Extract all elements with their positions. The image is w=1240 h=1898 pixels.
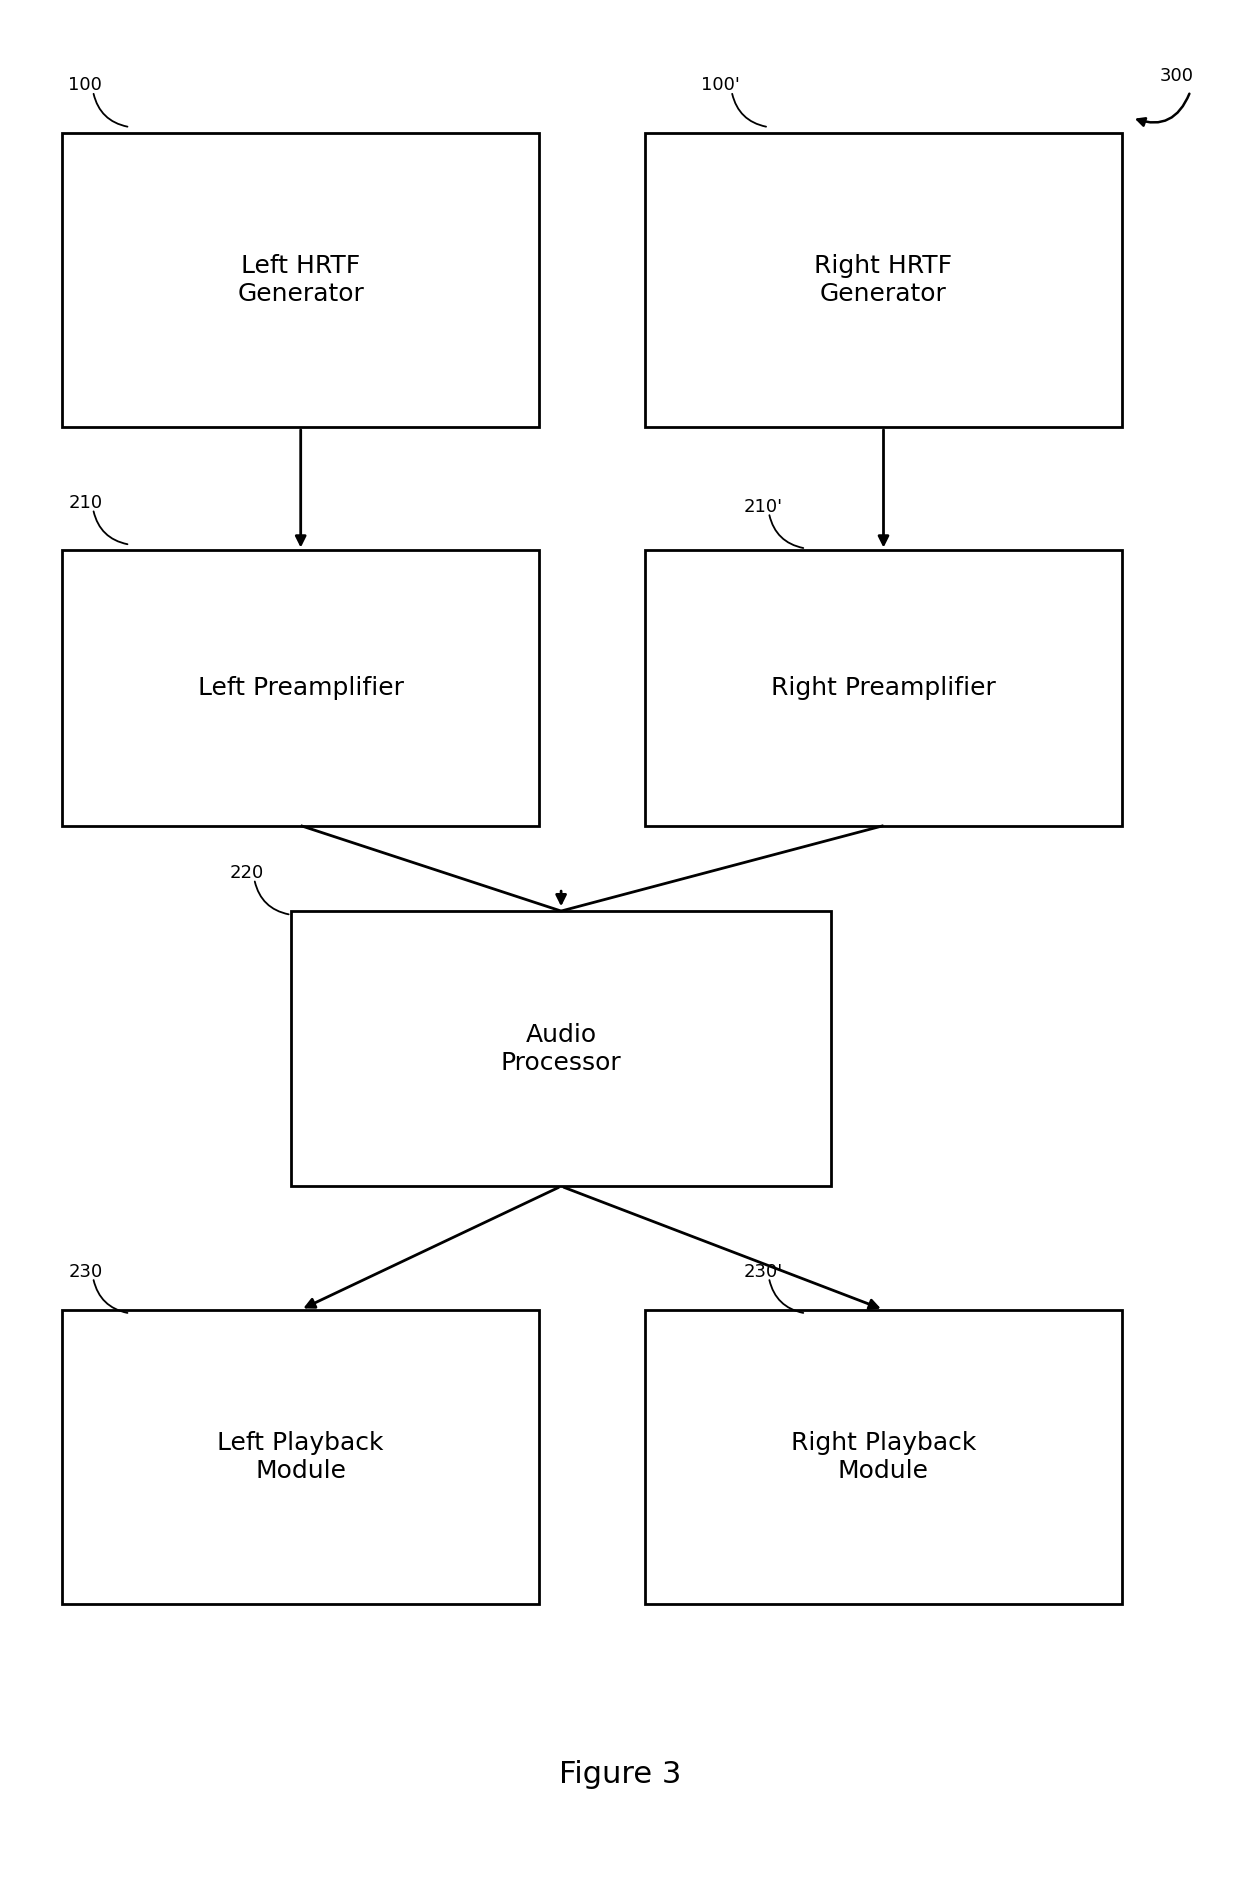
Text: 210: 210 (68, 493, 103, 512)
Text: Right Preamplifier: Right Preamplifier (771, 676, 996, 700)
Text: 230: 230 (68, 1262, 103, 1281)
Bar (62, 133, 539, 427)
Bar (62, 1310, 539, 1604)
Text: 100: 100 (68, 76, 102, 95)
Text: 220: 220 (229, 864, 264, 883)
Text: Figure 3: Figure 3 (559, 1759, 681, 1790)
Bar (645, 1310, 1122, 1604)
Bar (62, 550, 539, 826)
Text: 300: 300 (1159, 66, 1193, 85)
Text: Right HRTF
Generator: Right HRTF Generator (815, 254, 952, 306)
Text: Left Playback
Module: Left Playback Module (217, 1431, 384, 1482)
Text: 210': 210' (744, 497, 784, 516)
Bar (645, 133, 1122, 427)
Text: Left Preamplifier: Left Preamplifier (197, 676, 404, 700)
Bar (291, 911, 831, 1186)
Text: Right Playback
Module: Right Playback Module (791, 1431, 976, 1482)
Text: Left HRTF
Generator: Left HRTF Generator (237, 254, 365, 306)
Text: 230': 230' (744, 1262, 784, 1281)
Bar (645, 550, 1122, 826)
Text: Audio
Processor: Audio Processor (501, 1023, 621, 1074)
Text: 100': 100' (701, 76, 739, 95)
